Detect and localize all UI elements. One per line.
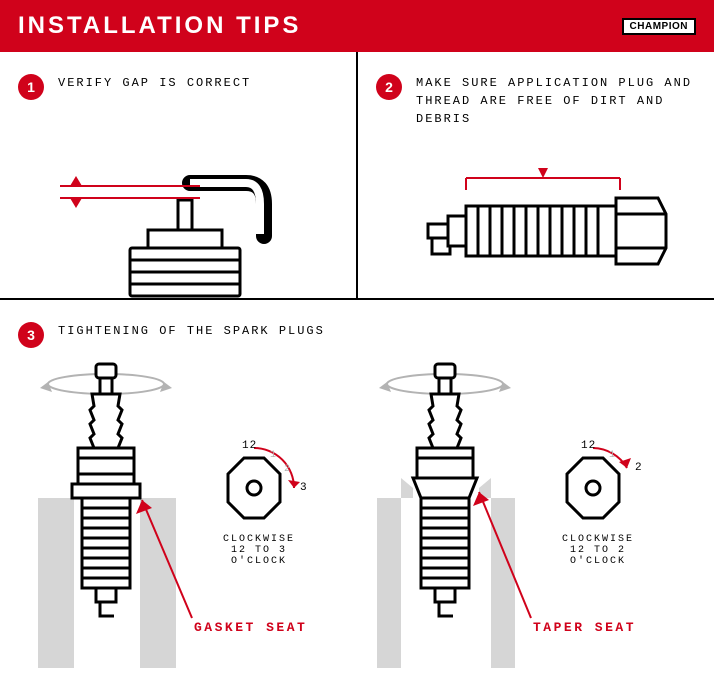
- page-title: INSTALLATION TIPS: [18, 12, 301, 40]
- clock-2-tick: 2: [284, 464, 290, 475]
- clockwise-label-left: CLOCKWISE 12 TO 3 O'CLOCK: [214, 534, 304, 567]
- clock-12-r: 12: [581, 440, 596, 452]
- clock-1-tick-r: 1: [609, 450, 615, 461]
- taper-seat-column: 12 1 2 CLOCKWISE 12 TO 2 O'CLOCK TAPER S…: [357, 358, 696, 668]
- header-bar: INSTALLATION TIPS CHAMPION: [0, 0, 714, 52]
- clock-3: 3: [300, 482, 308, 494]
- step-2-text: Make sure application plug and thread ar…: [416, 74, 696, 128]
- clockwise-label-right: CLOCKWISE 12 TO 2 O'CLOCK: [553, 534, 643, 567]
- taper-seat-label: TAPER SEAT: [533, 620, 636, 635]
- clock-2-r: 2: [635, 462, 643, 474]
- step-3-number: 3: [18, 322, 44, 348]
- step-3-text: Tightening of the spark plugs: [58, 322, 325, 340]
- step-2-panel: 2 Make sure application plug and thread …: [358, 52, 714, 298]
- step-1-panel: 1 Verify gap is correct: [0, 52, 358, 298]
- step-2-number: 2: [376, 74, 402, 100]
- step-1-number: 1: [18, 74, 44, 100]
- gap-diagram: [0, 138, 357, 298]
- gasket-seat-label: GASKET SEAT: [194, 620, 307, 635]
- top-panels: 1 Verify gap is correct: [0, 52, 714, 300]
- step-3-panel: 3 Tightening of the spark plugs: [0, 300, 714, 678]
- clock-12: 12: [242, 440, 257, 452]
- taper-plug-diagram: [357, 358, 696, 668]
- gasket-seat-column: 12 1 2 3 CLOCKWISE 12 TO 3 O'CLOCK GASKE…: [18, 358, 357, 668]
- step-1-text: Verify gap is correct: [58, 74, 251, 92]
- clock-1-tick: 1: [270, 450, 276, 461]
- thread-diagram: [358, 138, 714, 298]
- brand-badge: CHAMPION: [622, 18, 696, 35]
